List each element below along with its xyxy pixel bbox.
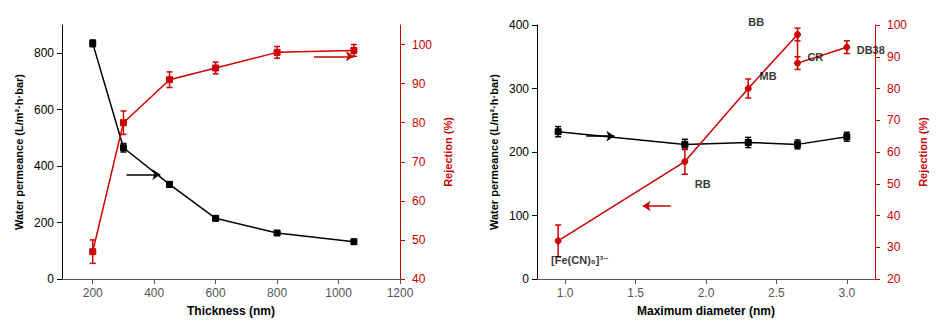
svg-text:40: 40 xyxy=(412,272,426,286)
svg-text:100: 100 xyxy=(887,18,907,32)
svg-text:80: 80 xyxy=(412,116,426,130)
svg-text:[Fe(CN)₆]³⁻: [Fe(CN)₆]³⁻ xyxy=(551,254,609,266)
svg-text:100: 100 xyxy=(509,209,529,223)
svg-text:1000: 1000 xyxy=(325,286,352,300)
svg-text:CR: CR xyxy=(807,51,823,63)
svg-text:200: 200 xyxy=(83,286,103,300)
svg-text:Water permeance (L/m²·h·bar): Water permeance (L/m²·h·bar) xyxy=(488,74,500,230)
svg-text:40: 40 xyxy=(887,209,901,223)
svg-text:3.0: 3.0 xyxy=(838,286,855,300)
svg-text:200: 200 xyxy=(34,216,54,230)
svg-text:DB38: DB38 xyxy=(857,44,885,56)
svg-text:1.0: 1.0 xyxy=(557,286,574,300)
svg-text:Thickness (nm): Thickness (nm) xyxy=(187,304,275,318)
svg-text:BB: BB xyxy=(748,16,764,28)
svg-text:70: 70 xyxy=(887,113,901,127)
svg-text:Water permeance (L/m²·h·bar): Water permeance (L/m²·h·bar) xyxy=(13,74,25,230)
svg-text:200: 200 xyxy=(509,145,529,159)
svg-text:2.5: 2.5 xyxy=(768,286,785,300)
svg-text:90: 90 xyxy=(887,50,901,64)
svg-text:Rejection (%): Rejection (%) xyxy=(917,117,929,187)
svg-text:800: 800 xyxy=(267,286,287,300)
svg-text:MB: MB xyxy=(760,70,777,82)
svg-text:30: 30 xyxy=(887,240,901,254)
svg-text:0: 0 xyxy=(522,272,529,286)
svg-text:50: 50 xyxy=(887,177,901,191)
svg-text:50: 50 xyxy=(412,233,426,247)
svg-text:800: 800 xyxy=(34,46,54,60)
svg-text:Maximum diameter (nm): Maximum diameter (nm) xyxy=(637,304,775,318)
svg-text:400: 400 xyxy=(509,18,529,32)
svg-text:60: 60 xyxy=(887,145,901,159)
svg-text:2.0: 2.0 xyxy=(698,286,715,300)
svg-text:0: 0 xyxy=(47,272,54,286)
svg-text:600: 600 xyxy=(34,103,54,117)
svg-text:60: 60 xyxy=(412,194,426,208)
svg-text:80: 80 xyxy=(887,82,901,96)
svg-text:70: 70 xyxy=(412,155,426,169)
svg-text:1200: 1200 xyxy=(387,286,414,300)
svg-text:Rejection (%): Rejection (%) xyxy=(442,117,454,187)
svg-text:RB: RB xyxy=(695,178,711,190)
svg-text:400: 400 xyxy=(144,286,164,300)
svg-text:100: 100 xyxy=(412,38,432,52)
svg-text:300: 300 xyxy=(509,82,529,96)
svg-text:1.5: 1.5 xyxy=(627,286,644,300)
svg-text:400: 400 xyxy=(34,159,54,173)
svg-text:20: 20 xyxy=(887,272,901,286)
svg-text:90: 90 xyxy=(412,77,426,91)
svg-text:600: 600 xyxy=(206,286,226,300)
